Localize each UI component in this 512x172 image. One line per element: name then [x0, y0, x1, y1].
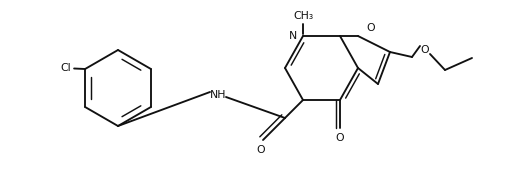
- Text: Cl: Cl: [60, 63, 71, 73]
- Text: N: N: [289, 31, 297, 41]
- Text: CH₃: CH₃: [293, 11, 313, 21]
- Text: NH: NH: [210, 90, 226, 100]
- Text: O: O: [257, 145, 265, 155]
- Text: O: O: [366, 23, 375, 33]
- Text: O: O: [336, 133, 344, 143]
- Text: O: O: [421, 45, 430, 55]
